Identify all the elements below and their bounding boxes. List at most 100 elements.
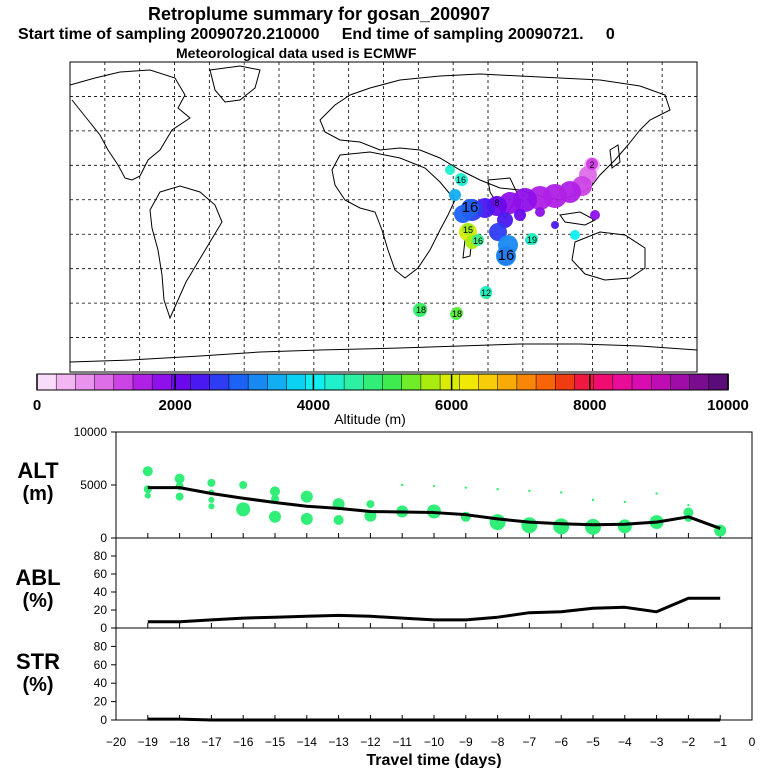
x-tick-label: −20 (106, 735, 127, 749)
plume-day-label: 15 (463, 225, 473, 235)
abl-ytick-label: 20 (94, 603, 108, 617)
alt-cluster-marker (585, 518, 601, 535)
alt-cluster-marker (333, 514, 344, 525)
colorbar-swatch (343, 373, 365, 391)
alt-cluster-marker (300, 490, 313, 503)
x-axis-label: Travel time (days) (366, 752, 501, 768)
x-tick-label: −14 (297, 735, 318, 749)
label-bubble (451, 307, 463, 319)
str-ytick-label: 80 (94, 639, 108, 653)
colorbar-swatch (363, 373, 384, 391)
label-bubble (526, 233, 538, 245)
colorbar-swatch (401, 373, 422, 391)
colorbar-swatch (132, 373, 153, 391)
plume-day-label: 19 (527, 235, 537, 245)
alt-cluster-dot (401, 483, 404, 487)
colorbar-swatch (94, 373, 115, 391)
x-tick-label: −2 (682, 735, 696, 749)
colorbar-swatch (55, 373, 77, 391)
abl-ytick-label: 0 (100, 621, 107, 635)
abl-ytick-label: 60 (94, 567, 108, 581)
plume-marker (570, 230, 580, 240)
abl-series-line (147, 596, 721, 624)
x-tick-label: −4 (618, 735, 632, 749)
colorbar-swatch (439, 373, 461, 391)
x-tick-label: −5 (586, 735, 600, 749)
colorbar-swatch (209, 373, 230, 391)
label-bubble (455, 173, 467, 185)
colorbar-swatch (267, 373, 288, 391)
x-tick-label: −11 (392, 735, 412, 749)
colorbar-swatch (650, 373, 672, 391)
label-bubble (480, 286, 492, 298)
alt-cluster-marker (236, 502, 251, 517)
alt-cluster-marker (239, 481, 248, 489)
colorbar-swatch (459, 373, 480, 391)
colorbar-swatch (190, 373, 211, 391)
alt-cluster-marker (144, 492, 151, 499)
alt-cluster-marker (270, 486, 280, 497)
colorbar-swatch (631, 373, 652, 391)
colorbar-swatch (420, 373, 441, 391)
colorbar-swatch (535, 373, 556, 391)
x-tick-label: −1 (713, 735, 727, 749)
alt-cluster-dot (623, 500, 626, 504)
altitude-colorbar (36, 373, 729, 391)
colorbar-swatch (612, 373, 633, 391)
colorbar-swatch (286, 373, 307, 391)
alt-ytick-label: 5000 (80, 478, 107, 492)
map-frame (69, 61, 698, 373)
alt-cluster-dot (496, 488, 499, 491)
str-ytick-label: 40 (94, 676, 108, 690)
alt-cluster-marker (521, 517, 538, 534)
abl-ytick-label: 80 (94, 549, 108, 563)
alt-panel: 0 5000 10000 ALT(m) (17, 425, 753, 545)
alt-series-line (147, 486, 721, 530)
chart-title: Retroplume summary for gosan_200907 (148, 4, 491, 24)
str-unit: (%) (22, 674, 53, 696)
colorbar-swatch (593, 373, 614, 391)
plume-day-label: 16 (456, 175, 466, 185)
label-bubble (497, 247, 515, 265)
alt-ytick-label: 0 (100, 531, 107, 545)
alt-cluster-marker (207, 478, 216, 487)
str-series-line (147, 717, 721, 722)
plume-day-label: 16 (462, 199, 479, 216)
str-label: STR (16, 649, 60, 674)
colorbar-swatch (228, 373, 249, 391)
x-tick-label: −9 (459, 735, 473, 749)
label-bubble (461, 199, 479, 217)
x-tick-label: −8 (491, 735, 505, 749)
plume-marker (514, 209, 526, 221)
colorbar-swatch (324, 373, 345, 391)
x-tick-label: −16 (233, 735, 254, 749)
x-axis: −20 −19 −18 −17 −16 −15 −14 −13 −12 −11 −10 −9 −8 −7−… (106, 735, 756, 768)
colorbar-tick-label: 2000 (159, 397, 192, 414)
x-tick-label: −13 (328, 735, 349, 749)
colorbar-swatch (75, 373, 96, 391)
x-tick-label: −6 (554, 735, 568, 749)
alt-cluster-marker (489, 514, 506, 531)
colorbar-swatch (305, 373, 326, 391)
colorbar-swatch (670, 373, 691, 391)
alt-cluster-dot (591, 498, 595, 502)
str-ytick-label: 20 (94, 695, 108, 709)
abl-frame (115, 537, 753, 629)
plume-day-label: 18 (452, 309, 462, 319)
colorbar-swatch (382, 373, 403, 391)
colorbar-swatch (171, 373, 192, 391)
alt-cluster-marker (208, 503, 215, 510)
str-ytick-label: 0 (100, 713, 107, 727)
x-tick-label: −19 (138, 735, 159, 749)
alt-cluster-marker (175, 492, 184, 501)
plume-marker (449, 189, 461, 201)
label-bubble (586, 158, 598, 170)
met-data-label: Meteorological data used is ECMWF (176, 45, 417, 61)
str-ytick-label: 60 (94, 658, 108, 672)
alt-cluster-dot (464, 486, 467, 489)
label-bubble (491, 196, 503, 208)
colorbar-swatch (151, 373, 173, 391)
alt-ytick-label: 10000 (74, 425, 108, 439)
alt-cluster-marker (617, 519, 632, 534)
